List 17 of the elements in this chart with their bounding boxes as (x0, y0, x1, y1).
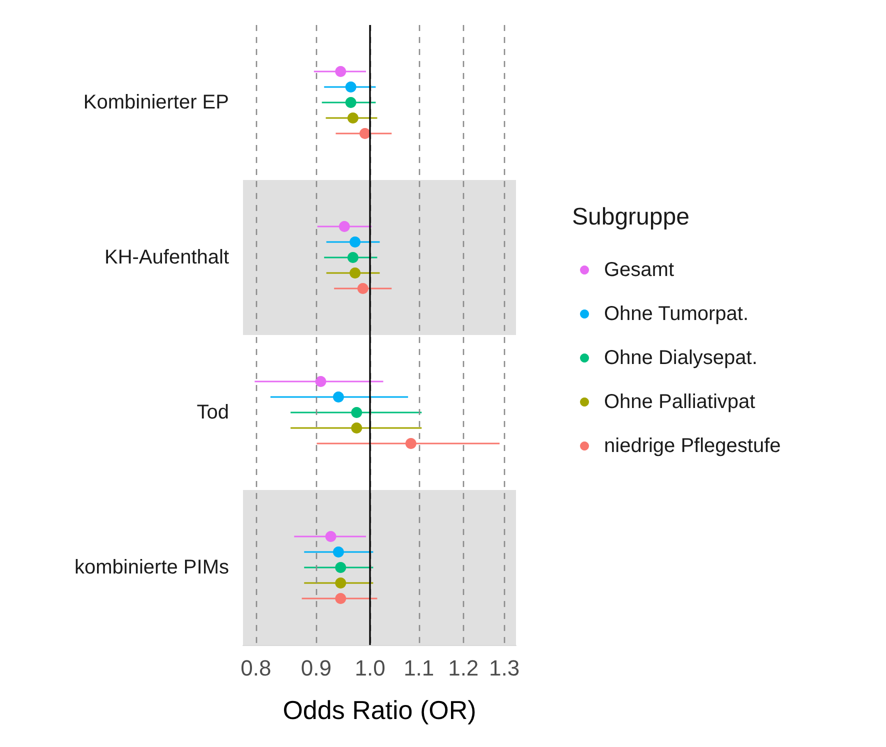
legend-label: niedrige Pflegestufe (604, 435, 781, 457)
x-tick-label: 1.0 (354, 656, 386, 680)
legend-label: Ohne Tumorpat. (604, 303, 749, 325)
y-tick-label: Kombinierter EP (83, 92, 229, 114)
x-axis-title: Odds Ratio (OR) (282, 695, 476, 725)
x-tick-label: 0.9 (300, 656, 332, 680)
x-tick-label: 1.2 (448, 656, 479, 680)
x-tick-label: 1.3 (489, 656, 520, 680)
y-tick-label: Tod (196, 402, 229, 424)
x-tick-label: 0.8 (240, 656, 272, 680)
legend-label: Gesamt (604, 259, 674, 281)
legend-label: Ohne Dialysepat. (604, 347, 758, 369)
y-tick-label: KH-Aufenthalt (104, 246, 230, 268)
legend-label: Ohne Palliativpat (604, 391, 756, 413)
y-tick-label: kombinierte PIMs (74, 556, 229, 578)
legend-title: Subgruppe (572, 204, 690, 230)
x-tick-label: 1.1 (404, 656, 434, 680)
